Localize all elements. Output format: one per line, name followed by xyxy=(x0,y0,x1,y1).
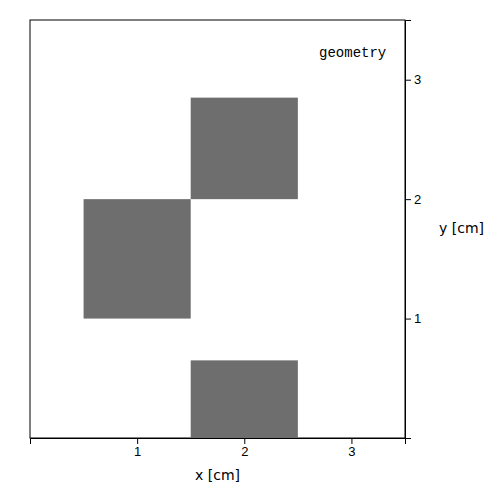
marks xyxy=(84,98,298,438)
plot-area: 1 2 3 1 2 3 x [cm] y [cm] geometry xyxy=(30,20,484,483)
y-tick-mark xyxy=(405,319,411,320)
x-tick-label: 3 xyxy=(348,444,355,459)
y-tick-label: 3 xyxy=(414,72,421,87)
square xyxy=(191,98,298,200)
chart-svg: 1 2 3 1 2 3 x [cm] y [cm] geometry xyxy=(0,0,500,493)
y-tick-label: 2 xyxy=(414,192,421,207)
y-axis: 1 2 3 xyxy=(405,21,421,439)
y-tick: 1 xyxy=(405,311,421,326)
square xyxy=(84,199,191,318)
y-tick-mark xyxy=(405,199,411,200)
square xyxy=(191,360,298,438)
plot-frame xyxy=(30,20,405,438)
annotation-box: geometry xyxy=(315,41,390,65)
x-axis: 1 2 3 xyxy=(31,438,406,459)
x-tick-mark xyxy=(351,438,352,444)
x-tick: 2 xyxy=(241,438,248,459)
y-tick-mark xyxy=(405,80,411,81)
annotation: geometry xyxy=(319,45,386,61)
y-axis-line xyxy=(406,21,412,439)
y-tick-label: 1 xyxy=(414,311,421,326)
y-axis-title: y [cm] xyxy=(439,220,484,236)
x-axis-title: x [cm] xyxy=(195,467,240,483)
annotation-background xyxy=(315,41,390,65)
x-axis-line xyxy=(31,439,406,445)
x-tick: 1 xyxy=(134,438,141,459)
y-tick: 2 xyxy=(405,192,421,207)
x-tick: 3 xyxy=(348,438,355,459)
x-tick-label: 2 xyxy=(241,444,248,459)
x-tick-label: 1 xyxy=(134,444,141,459)
x-tick-mark xyxy=(137,438,138,444)
y-tick: 3 xyxy=(405,72,421,87)
x-tick-mark xyxy=(244,438,245,444)
